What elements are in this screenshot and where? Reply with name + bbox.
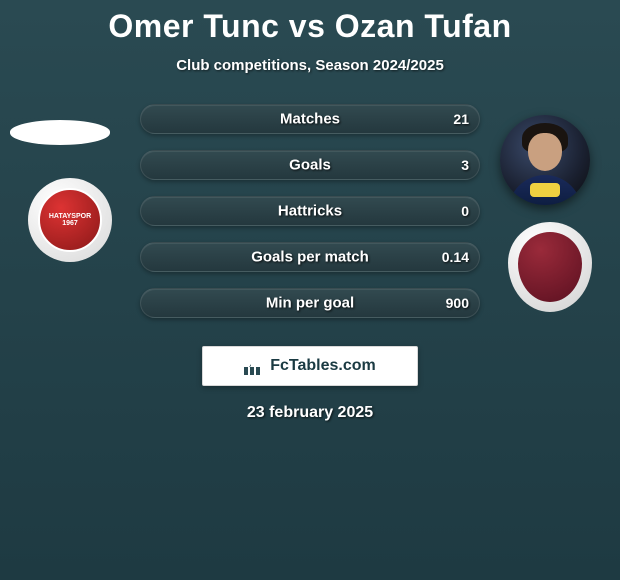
stat-bar: Hattricks 0 — [140, 196, 480, 226]
stat-value-right: 0 — [461, 203, 469, 219]
stat-bar: Goals per match 0.14 — [140, 242, 480, 272]
stat-bar: Min per goal 900 — [140, 288, 480, 318]
stat-value-right: 0.14 — [442, 249, 469, 265]
stat-label: Min per goal — [266, 295, 354, 312]
fctables-watermark: FcTables.com — [202, 346, 418, 386]
stat-label: Hattricks — [278, 203, 342, 220]
subtitle: Club competitions, Season 2024/2025 — [0, 57, 620, 74]
stat-label: Goals per match — [251, 249, 369, 266]
stat-bar: Goals 3 — [140, 150, 480, 180]
chart-icon — [244, 357, 264, 375]
stat-value-right: 3 — [461, 157, 469, 173]
stat-label: Goals — [289, 157, 331, 174]
stats-comparison: Matches 21 Goals 3 Hattricks 0 Goals per match… — [0, 104, 620, 344]
stat-value-right: 21 — [453, 111, 469, 127]
stat-label: Matches — [280, 111, 340, 128]
page-title: Omer Tunc vs Ozan Tufan — [0, 0, 620, 45]
date-label: 23 february 2025 — [0, 404, 620, 422]
stat-value-right: 900 — [446, 295, 469, 311]
watermark-text: FcTables.com — [270, 357, 376, 375]
stat-bar: Matches 21 — [140, 104, 480, 134]
